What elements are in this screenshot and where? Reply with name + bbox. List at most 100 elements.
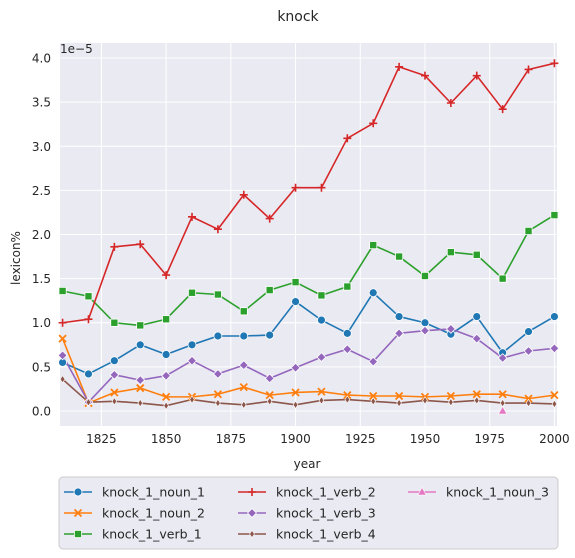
y-tick-label: 0.0 (32, 404, 51, 418)
point-knock-1-verb-1 (472, 250, 481, 259)
point-knock-1-noun-2 (136, 383, 145, 393)
point-knock-1-verb-2 (110, 242, 119, 251)
point-knock-1-verb-2 (213, 225, 222, 234)
legend-label: knock_1_verb_2 (276, 485, 376, 500)
point-knock-1-noun-2 (550, 390, 559, 400)
point-knock-1-noun-2 (524, 394, 533, 403)
point-knock-1-verb-1 (343, 282, 352, 291)
point-knock-1-verb-1 (369, 241, 378, 250)
legend-label: knock_1_noun_3 (446, 485, 549, 500)
point-knock-1-noun-1 (394, 312, 404, 321)
point-knock-1-verb-4 (215, 398, 221, 408)
legend-label: knock_1_verb_1 (102, 527, 202, 542)
point-knock-1-verb-2 (84, 315, 93, 324)
point-knock-1-noun-1 (342, 328, 352, 338)
point-knock-1-noun-2 (369, 391, 378, 401)
y-tick-label: 1.5 (32, 272, 51, 286)
y-tick-label: 1.0 (32, 316, 51, 330)
point-knock-1-verb-1 (188, 288, 197, 297)
point-knock-1-verb-2 (239, 190, 248, 199)
point-knock-1-noun-2 (343, 390, 352, 400)
point-knock-1-verb-1 (317, 291, 326, 300)
point-knock-1-verb-3 (212, 368, 223, 379)
chart-title: knock (277, 9, 319, 25)
point-knock-1-verb-2 (265, 214, 274, 223)
point-knock-1-verb-1 (213, 290, 222, 299)
line-knock-1-noun-2 (61, 338, 555, 404)
point-knock-1-verb-4 (111, 397, 118, 406)
point-knock-1-verb-2 (136, 240, 145, 249)
point-knock-1-verb-1 (395, 252, 404, 261)
point-knock-1-noun-1 (420, 318, 430, 328)
point-knock-1-verb-4 (422, 396, 428, 405)
point-knock-1-verb-1 (84, 292, 93, 301)
legend-label: knock_1_noun_2 (102, 506, 205, 521)
x-tick-label: 1900 (280, 432, 311, 446)
x-tick-label: 1975 (474, 432, 505, 446)
point-knock-1-noun-1 (472, 312, 482, 321)
point-knock-1-verb-2 (395, 62, 404, 71)
point-knock-1-noun-1 (239, 331, 249, 341)
point-knock-1-noun-1 (135, 340, 145, 350)
point-knock-1-verb-2 (420, 71, 429, 80)
point-knock-1-noun-2 (317, 387, 326, 396)
point-knock-1-verb-1 (291, 278, 300, 287)
x-tick-label: 1950 (410, 432, 441, 446)
point-knock-1-verb-1 (265, 286, 274, 295)
point-knock-1-noun-1 (187, 340, 197, 350)
legend-label: knock_1_noun_1 (102, 485, 205, 500)
line-knock-1-verb-1 (62, 214, 555, 327)
point-knock-1-verb-2 (162, 271, 171, 280)
y-axis-label: lexicon% (9, 231, 23, 285)
point-knock-1-verb-4 (525, 398, 532, 408)
point-knock-1-verb-2 (343, 134, 352, 143)
point-knock-1-verb-1 (550, 211, 559, 220)
line-knock-1-noun-1 (62, 291, 555, 375)
legend-item-knock-1-verb-1: knock_1_verb_1 (64, 527, 202, 542)
point-knock-1-noun-2 (265, 390, 274, 400)
legend-item-knock-1-verb-2: knock_1_verb_2 (238, 485, 376, 500)
point-knock-1-verb-3 (523, 346, 534, 356)
point-knock-1-verb-3 (187, 355, 197, 366)
point-knock-1-noun-1 (84, 369, 93, 379)
point-knock-1-verb-2 (188, 212, 197, 221)
point-knock-1-verb-3 (549, 343, 560, 354)
point-knock-1-verb-1 (136, 321, 145, 330)
point-knock-1-verb-3 (342, 344, 353, 355)
point-knock-1-noun-2 (239, 383, 248, 392)
point-knock-1-verb-4 (370, 397, 376, 406)
point-knock-1-verb-1 (58, 286, 67, 295)
legend-item-knock-1-noun-2: knock_1_noun_2 (64, 506, 205, 521)
point-knock-1-verb-3 (109, 369, 120, 380)
point-knock-1-verb-2 (524, 65, 533, 74)
legend-marker (247, 508, 257, 518)
y-tick-label: 3.0 (32, 140, 51, 154)
legend-item-knock-1-noun-3: knock_1_noun_3 (408, 485, 549, 500)
point-knock-1-verb-2 (446, 99, 455, 108)
point-knock-1-verb-3 (316, 352, 327, 363)
point-knock-1-verb-4 (292, 400, 299, 409)
legend-box (58, 476, 559, 550)
point-knock-1-noun-2 (213, 390, 223, 399)
point-knock-1-noun-2 (110, 388, 119, 397)
legend-marker (248, 488, 256, 496)
point-knock-1-noun-1 (524, 327, 533, 336)
x-tick-label: 1875 (216, 432, 247, 446)
point-knock-1-verb-4 (241, 400, 247, 409)
point-knock-1-verb-3 (420, 325, 430, 336)
legend: knock_1_noun_1 knock_1_noun_2 knock_1_verb… (58, 476, 559, 550)
point-knock-1-verb-3 (445, 323, 456, 334)
point-knock-1-noun-2 (161, 392, 171, 402)
legend-marker (417, 486, 427, 496)
legend-marker (74, 530, 83, 539)
point-knock-1-noun-1 (291, 297, 300, 306)
point-knock-1-noun-2 (498, 390, 507, 399)
series-lines (61, 62, 555, 407)
legend-label: knock_1_verb_3 (276, 506, 376, 521)
point-knock-1-verb-4 (396, 398, 402, 408)
point-knock-1-verb-4 (137, 398, 144, 408)
point-knock-1-noun-2 (446, 391, 456, 401)
point-knock-1-verb-1 (498, 274, 507, 283)
legend-item-knock-1-verb-4: knock_1_verb_4 (238, 527, 376, 542)
